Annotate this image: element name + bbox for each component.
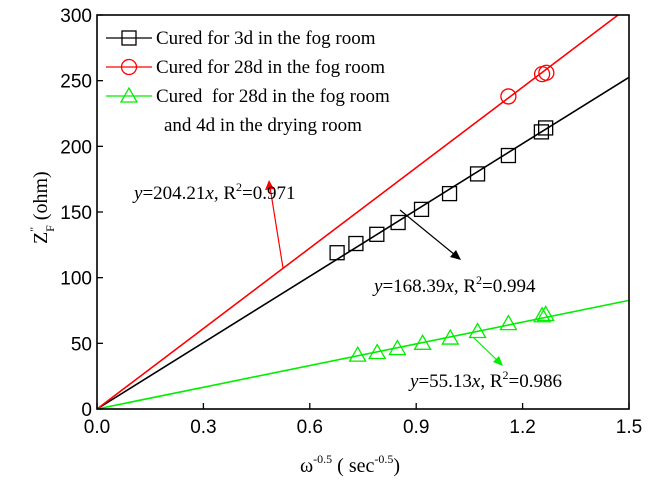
annotation-black: y=168.39x, R2=0.994 — [372, 273, 536, 297]
y-tick-label: 50 — [71, 334, 92, 355]
marker-triangle — [500, 316, 516, 330]
marker-square — [330, 246, 344, 260]
x-tick-label: 0.3 — [190, 417, 216, 438]
y-tick-label: 200 — [60, 137, 92, 158]
y-tick-label: 300 — [60, 6, 92, 27]
y-tick-label: 100 — [60, 269, 92, 290]
svg-text:Z"F (ohm): Z" F (ohm) — [27, 171, 57, 244]
y-tick-label: 250 — [60, 72, 92, 93]
x-tick-label: 0.6 — [297, 417, 323, 438]
x-tick-label: 0.9 — [403, 417, 429, 438]
legend-marker-28d-4d — [121, 88, 137, 102]
legend: Cured for 3d in the fog room Cured for 2… — [106, 28, 390, 136]
legend-label-28d-4d: Cured for 28d in the fog room — [156, 86, 390, 107]
arrow-green — [473, 337, 498, 361]
y-axis-title: Z" F (ohm) — [27, 171, 57, 244]
x-axis-title: ω-0.5 ( sec-0.5) — [300, 452, 400, 477]
x-tick-label: 1.2 — [509, 417, 535, 438]
legend-label-28d-4d-line2: and 4d in the drying room — [164, 115, 362, 136]
legend-label-3d: Cured for 3d in the fog room — [156, 28, 376, 49]
x-tick-label: 1.5 — [616, 417, 642, 438]
annotation-arrows — [265, 180, 503, 366]
y-tick-label: 0 — [81, 400, 92, 421]
legend-label-28d: Cured for 28d in the fog room — [156, 57, 385, 78]
data-markers — [330, 65, 554, 361]
y-tick-label: 150 — [60, 203, 92, 224]
annotation-red: y=204.21x, R2=0.971 — [132, 180, 296, 204]
fit-line-2 — [97, 300, 629, 409]
marker-circle — [501, 89, 516, 104]
annotation-green: y=55.13x, R2=0.986 — [408, 368, 562, 392]
